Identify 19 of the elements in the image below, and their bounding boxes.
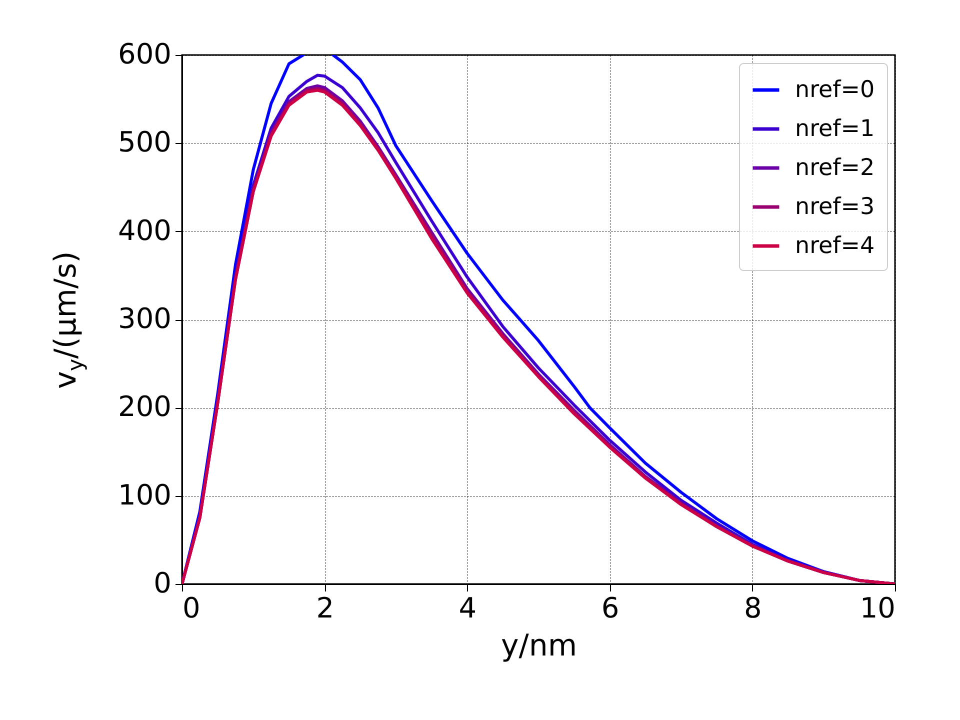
- x-tick-label: 6: [601, 592, 620, 624]
- x-axis-title: y/nm: [500, 628, 578, 664]
- x-tick-label: 2: [316, 592, 334, 624]
- x-tick-label: 4: [458, 592, 477, 624]
- legend-label: nref=2: [795, 155, 875, 181]
- y-tick-label: 300: [118, 302, 172, 335]
- x-tick-label: 8: [744, 592, 762, 624]
- y-tick-label: 500: [118, 126, 172, 159]
- x-tick-label: 0: [182, 592, 200, 624]
- y-tick-label: 400: [118, 214, 172, 247]
- y-tick-label: 200: [118, 390, 172, 424]
- y-tick-label: 0: [154, 566, 172, 600]
- legend-label: nref=0: [795, 77, 875, 103]
- legend-label: nref=3: [795, 194, 875, 220]
- y-tick-label: 600: [118, 38, 172, 70]
- x-tick-label: 10: [860, 592, 896, 624]
- y-tick-label: 100: [118, 478, 172, 512]
- legend-label: nref=4: [795, 233, 875, 259]
- legend-label: nref=1: [795, 116, 875, 142]
